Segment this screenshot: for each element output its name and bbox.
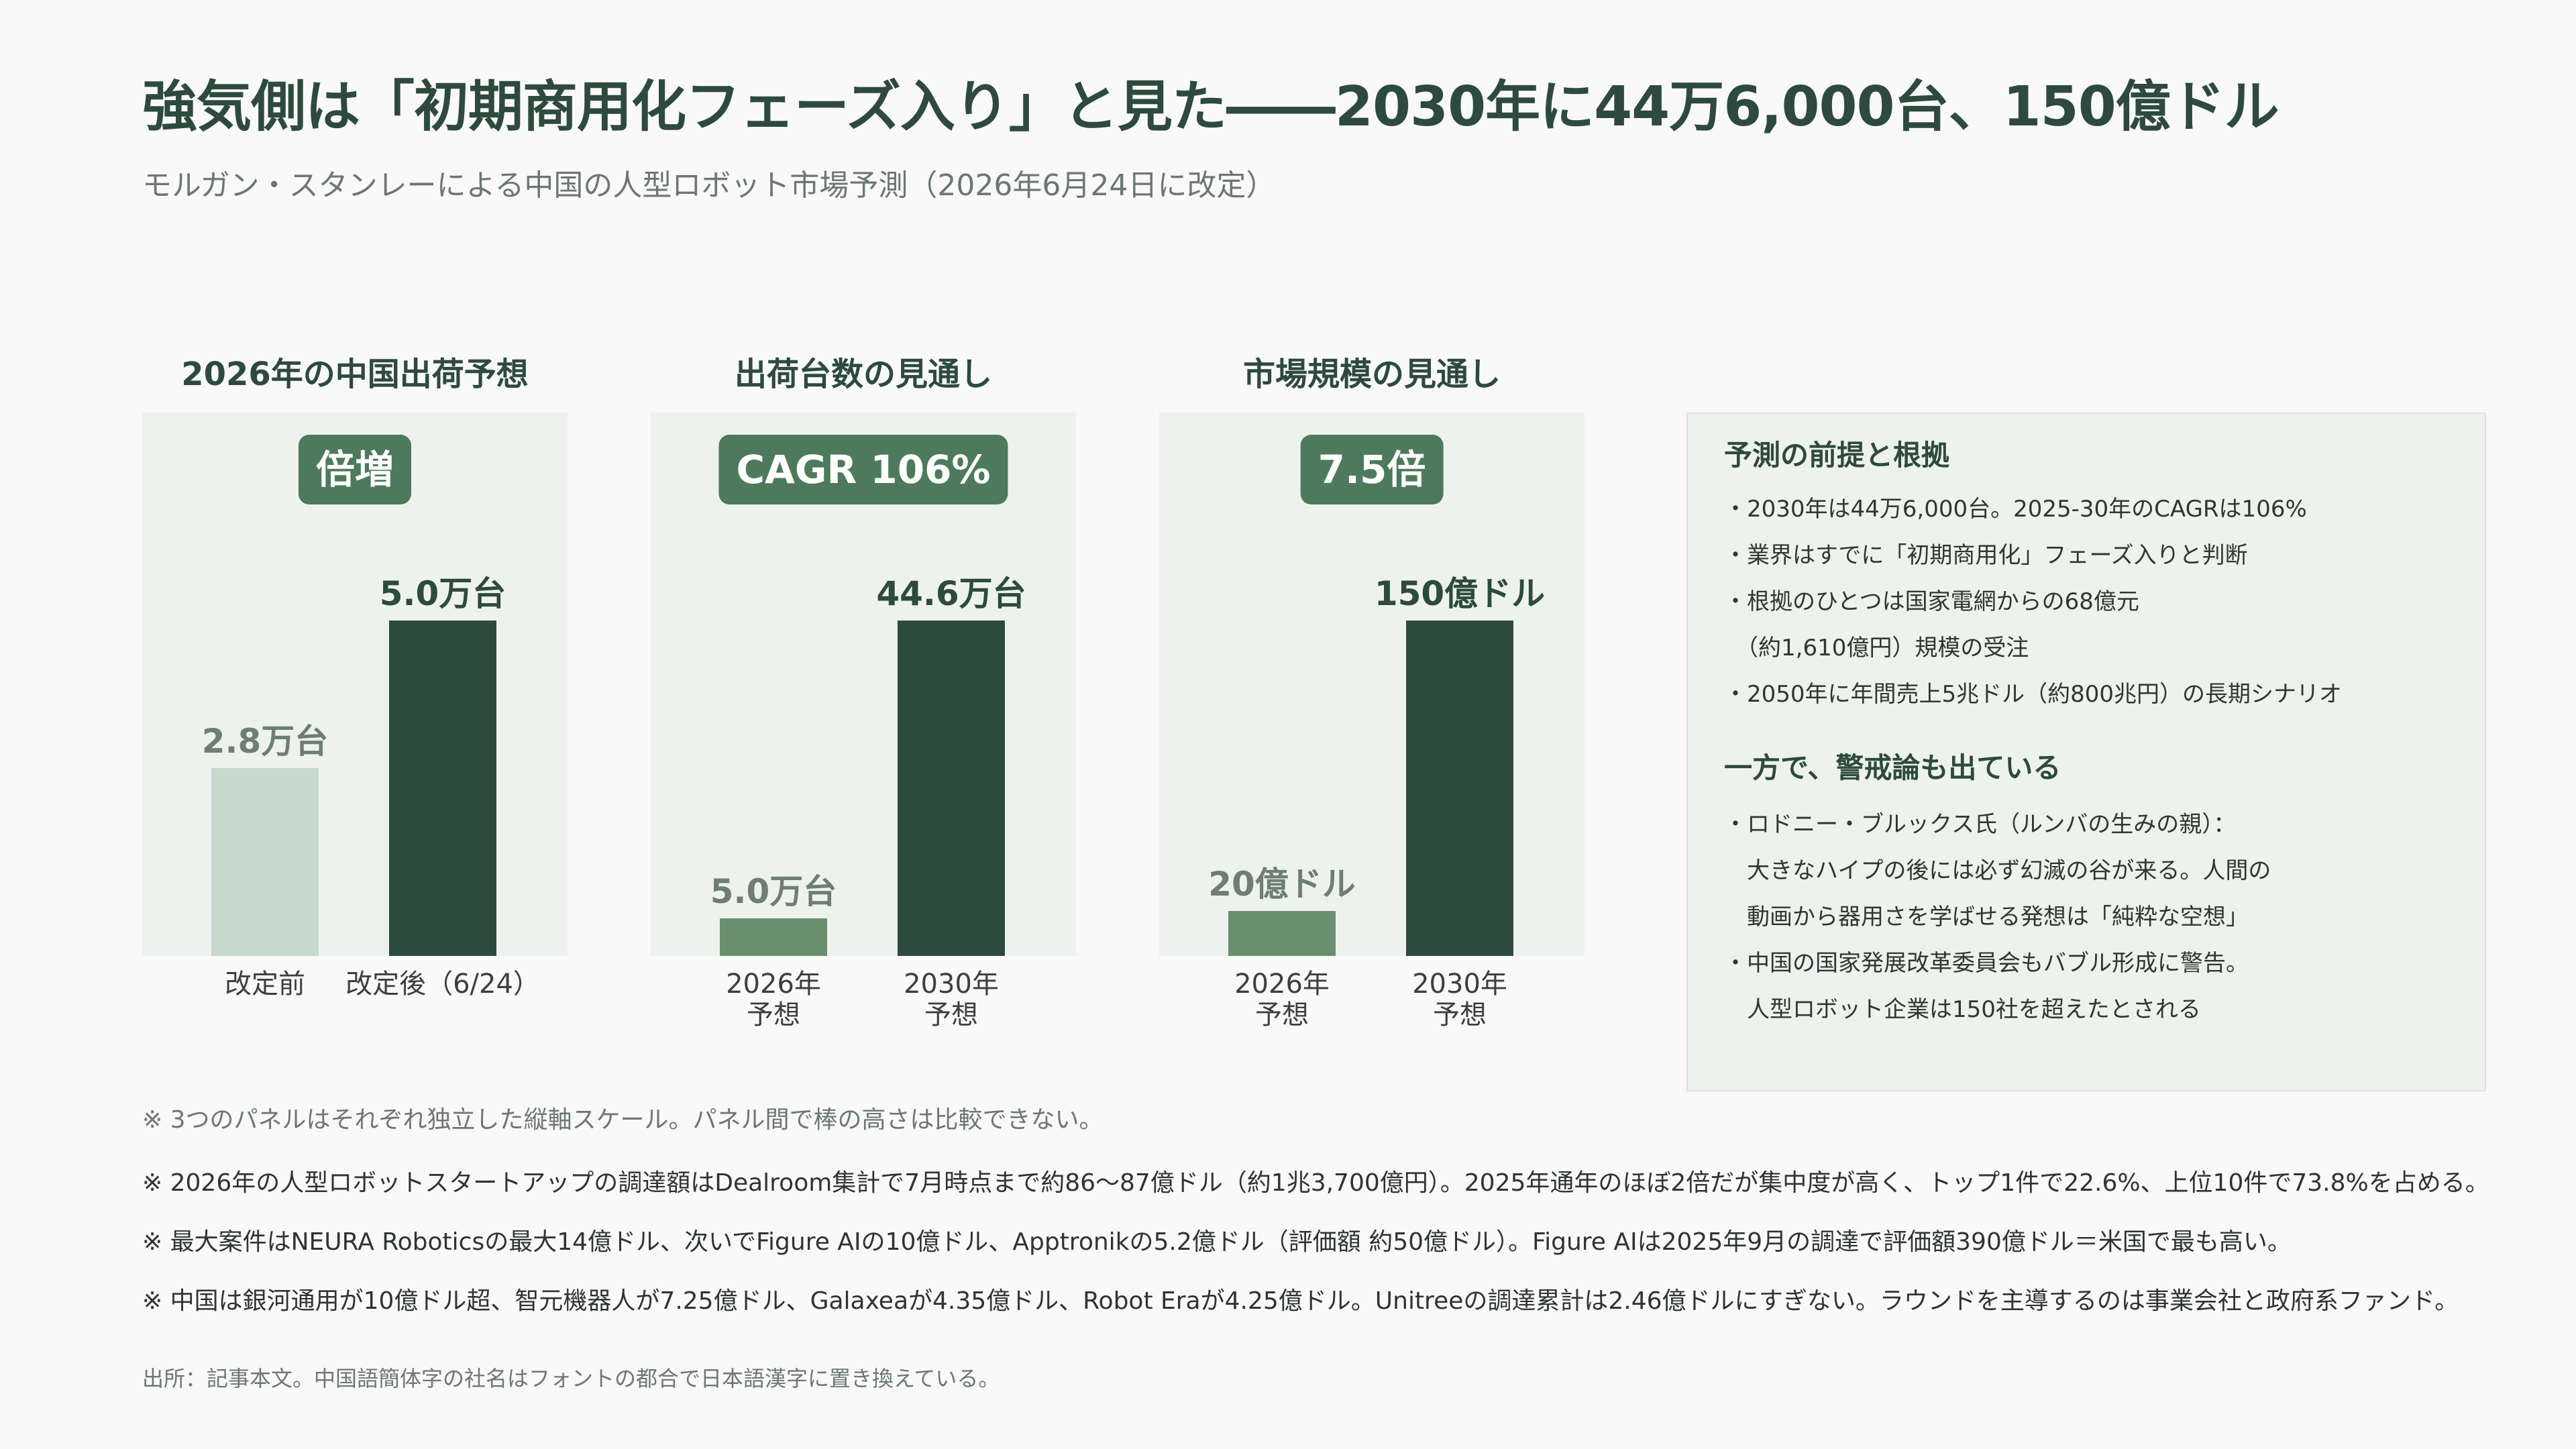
bar-value-label: 5.0万台 (710, 872, 837, 911)
category-label: 2026年 予想 (1234, 969, 1330, 1030)
category-label: 2030年 予想 (904, 969, 999, 1030)
side-line: 大きなハイプの後には必ず幻滅の谷が来る。人間の (1724, 857, 2271, 884)
bar (898, 621, 1005, 956)
bar-value-label: 44.6万台 (876, 574, 1026, 613)
panel-badge: CAGR 106% (718, 435, 1008, 504)
bar (1406, 621, 1513, 956)
note-largest-deals: ※ 最大案件はNEURA Roboticsの最大14億ドル、次いでFigure … (142, 1228, 2292, 1256)
bar-value-label: 150億ドル (1374, 574, 1546, 613)
side-line: ・2030年は44万6,000台。2025-30年のCAGRは106% (1724, 496, 2307, 523)
bar (389, 621, 496, 956)
category-label: 改定後（6/24） (345, 969, 540, 1000)
side-heading-caution: 一方で、警戒論も出ている (1724, 751, 2061, 784)
note-china: ※ 中国は銀河通用が10億ドル超、智元機器人が7.25億ドル、Galaxeaが4… (142, 1287, 2459, 1315)
bar-value-label: 2.8万台 (201, 722, 329, 761)
bar (1228, 911, 1336, 956)
category-label: 改定前 (225, 969, 305, 1000)
side-heading-basis: 予測の前提と根拠 (1724, 439, 1950, 472)
side-line: ・ロドニー・ブルックス氏（ルンバの生みの親）： (1724, 811, 2237, 838)
panel-badge: 倍増 (298, 435, 412, 504)
category-label: 2026年 予想 (726, 969, 821, 1030)
bar-value-label: 5.0万台 (379, 574, 506, 613)
side-line: （約1,610億円）規模の受注 (1724, 635, 2029, 661)
panel-title: 市場規模の見通し (1242, 356, 1501, 393)
side-line: 人型ロボット企業は150社を超えたとされる (1724, 996, 2201, 1023)
bar (720, 918, 827, 956)
side-line: 動画から器用さを学ばせる発想は「純粋な空想」 (1724, 904, 2249, 930)
category-label: 2030年 予想 (1412, 969, 1507, 1030)
side-line: ・2050年に年間売上5兆ドル（約800兆円）の長期シナリオ (1724, 681, 2343, 708)
side-line: ・業界はすでに「初期商用化」フェーズ入りと判断 (1724, 542, 2248, 569)
bar-value-label: 20億ドル (1208, 865, 1356, 904)
side-line: ・根拠のひとつは国家電網からの68億元 (1724, 588, 2139, 615)
source-note: 出所：記事本文。中国語簡体字の社名はフォントの都合で日本語漢字に置き換えている。 (142, 1366, 1000, 1391)
panel-title: 2026年の中国出荷予想 (181, 356, 529, 393)
side-box: 予測の前提と根拠 ・2030年は44万6,000台。2025-30年のCAGRは… (1686, 413, 2486, 1091)
page-title: 強気側は「初期商用化フェーズ入り」と見た――2030年に44万6,000台、15… (142, 75, 2279, 139)
panel-badge: 7.5倍 (1300, 435, 1444, 504)
note-scale: ※ 3つのパネルはそれぞれ独立した縦軸スケール。パネル間で棒の高さは比較できない… (142, 1106, 1104, 1134)
note-funding: ※ 2026年の人型ロボットスタートアップの調達額はDealroom集計で7月時… (142, 1169, 2489, 1197)
bar (211, 768, 319, 956)
page-subtitle: モルガン・スタンレーによる中国の人型ロボット市場予測（2026年6月24日に改定… (142, 168, 1276, 203)
panel-title: 出荷台数の見通し (734, 356, 992, 393)
side-line: ・中国の国家発展改革委員会もバブル形成に警告。 (1724, 950, 2249, 977)
